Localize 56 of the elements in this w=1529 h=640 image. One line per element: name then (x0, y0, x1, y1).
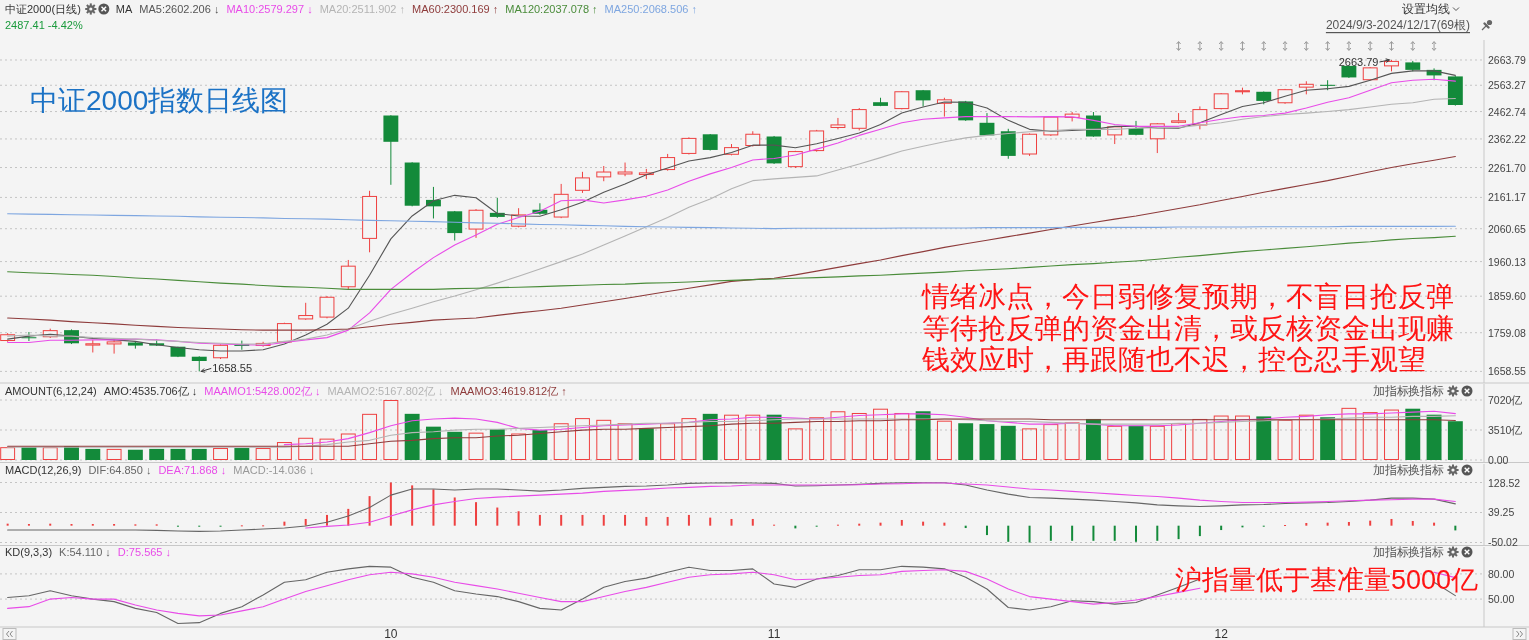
y-tick-label: 128.52 (1488, 476, 1521, 489)
y-tick-label: 1960.13 (1488, 255, 1527, 268)
y-tick-label: 0.00 (1488, 454, 1509, 466)
annotation: 1658.55 (212, 362, 253, 375)
y-tick-label: 2060.65 (1488, 222, 1527, 235)
legend-title: MA (115, 3, 133, 15)
annotation: MACD:-14.036 ↓ (233, 464, 315, 476)
x-tick-label: 11 (767, 627, 781, 640)
text: MA10:2579.297 ↓ (226, 3, 313, 15)
annotation: 加指标 (1373, 384, 1409, 398)
y-tick-label: 2462.74 (1488, 105, 1527, 118)
annotation: 沪指量低于基准量5000亿 (1175, 565, 1479, 595)
legend-title: AMOUNT(6,12,24) (5, 385, 97, 397)
y-tick-label: 1759.08 (1488, 326, 1527, 339)
annotation: 换指标 (1408, 463, 1444, 477)
annotation: 2663.79 (1338, 55, 1379, 68)
y-tick-label: 2563.27 (1488, 79, 1527, 92)
text: 设置均线 (1402, 2, 1450, 16)
y-tick-label: 39.25 (1488, 506, 1515, 519)
y-tick-label: 2663.79 (1488, 53, 1527, 66)
text: MAAMO2:5167.802亿 ↓ (327, 385, 444, 397)
text: MA120:2037.078 ↑ (505, 3, 598, 15)
y-tick-label: 2261.70 (1488, 161, 1527, 174)
y-tick-label: 50.00 (1488, 593, 1515, 606)
y-tick-label: 3510亿 (1488, 423, 1523, 436)
y-tick-label: -50.02 (1488, 536, 1518, 549)
text: MA20:2511.902 ↑ (319, 3, 406, 15)
y-tick-label: 7020亿 (1488, 393, 1523, 406)
y-tick-label: 2362.22 (1488, 132, 1527, 145)
text: DEA:71.868 ↓ (158, 464, 227, 476)
text: MA250:2068.506 ↑ (604, 3, 697, 15)
text: MA60:2300.169 ↑ (412, 3, 499, 15)
annotation: 加指标 (1373, 463, 1409, 477)
text: 2024/9/3-2024/12/17(69根) (1325, 18, 1470, 32)
x-tick-label: 12 (1214, 627, 1229, 640)
y-tick-label: 1658.55 (1488, 365, 1527, 378)
y-tick-label: 1859.60 (1488, 290, 1527, 303)
y-tick-label: 80.00 (1488, 567, 1515, 580)
annotation: 情绪冰点，今日弱修复预期，不盲目抢反弹等待抢反弹的资金出清，或反核资金出现赚钱效应时，再跟随也不迟，控仓忍手观望 (921, 281, 1454, 375)
annotation: 换指标 (1408, 545, 1444, 559)
chart-subtitle: 2487.41 -4.42% (5, 19, 83, 31)
chart-title: 中证2000(日线) (5, 3, 81, 15)
y-tick-label: 2161.17 (1488, 191, 1527, 204)
legend-title: KD(9,3,3) (5, 546, 53, 558)
text: MA5:2602.206 ↓ (139, 3, 220, 15)
annotation: 加指标 (1373, 545, 1409, 559)
legend-title: MACD(12,26,9) (5, 464, 82, 476)
annotation: 换指标 (1408, 384, 1444, 398)
annotation: 中证2000指数日线图 (30, 85, 289, 116)
text: D:75.565 ↓ (117, 546, 172, 558)
annotation: AMO:4535.706亿 ↓ (103, 385, 198, 397)
text: MAAMO3:4619.812亿 ↑ (450, 385, 567, 397)
text: MAAMO1:5428.002亿 ↓ (204, 385, 321, 397)
text: K:54.110 ↓ (59, 546, 111, 558)
x-tick-label: 10 (384, 627, 398, 640)
text: DIF:64.850 ↓ (88, 464, 152, 476)
